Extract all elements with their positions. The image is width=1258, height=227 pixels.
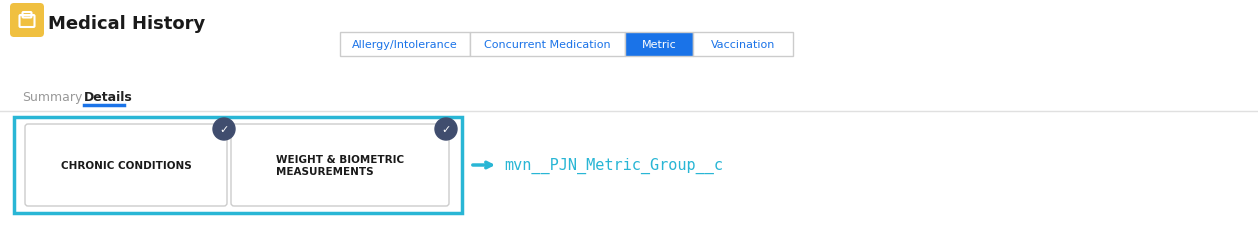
Text: WEIGHT & BIOMETRIC
MEASUREMENTS: WEIGHT & BIOMETRIC MEASUREMENTS (276, 155, 404, 176)
FancyBboxPatch shape (625, 33, 693, 57)
Text: Allergy/Intolerance: Allergy/Intolerance (352, 40, 458, 50)
Circle shape (213, 118, 235, 140)
Text: ✓: ✓ (442, 125, 450, 135)
FancyBboxPatch shape (470, 33, 625, 57)
Text: Vaccination: Vaccination (711, 40, 775, 50)
Text: Metric: Metric (642, 40, 677, 50)
FancyBboxPatch shape (231, 124, 449, 206)
Circle shape (435, 118, 457, 140)
Text: Concurrent Medication: Concurrent Medication (484, 40, 611, 50)
Text: CHRONIC CONDITIONS: CHRONIC CONDITIONS (60, 160, 191, 170)
Text: Medical History: Medical History (48, 15, 205, 33)
FancyBboxPatch shape (10, 4, 44, 38)
Text: mvn__PJN_Metric_Group__c: mvn__PJN_Metric_Group__c (504, 157, 723, 173)
Text: Details: Details (84, 91, 133, 104)
FancyBboxPatch shape (25, 124, 226, 206)
FancyBboxPatch shape (14, 118, 462, 213)
Text: Summary: Summary (21, 91, 82, 104)
FancyBboxPatch shape (693, 33, 793, 57)
FancyBboxPatch shape (340, 33, 470, 57)
Text: ✓: ✓ (219, 125, 229, 135)
